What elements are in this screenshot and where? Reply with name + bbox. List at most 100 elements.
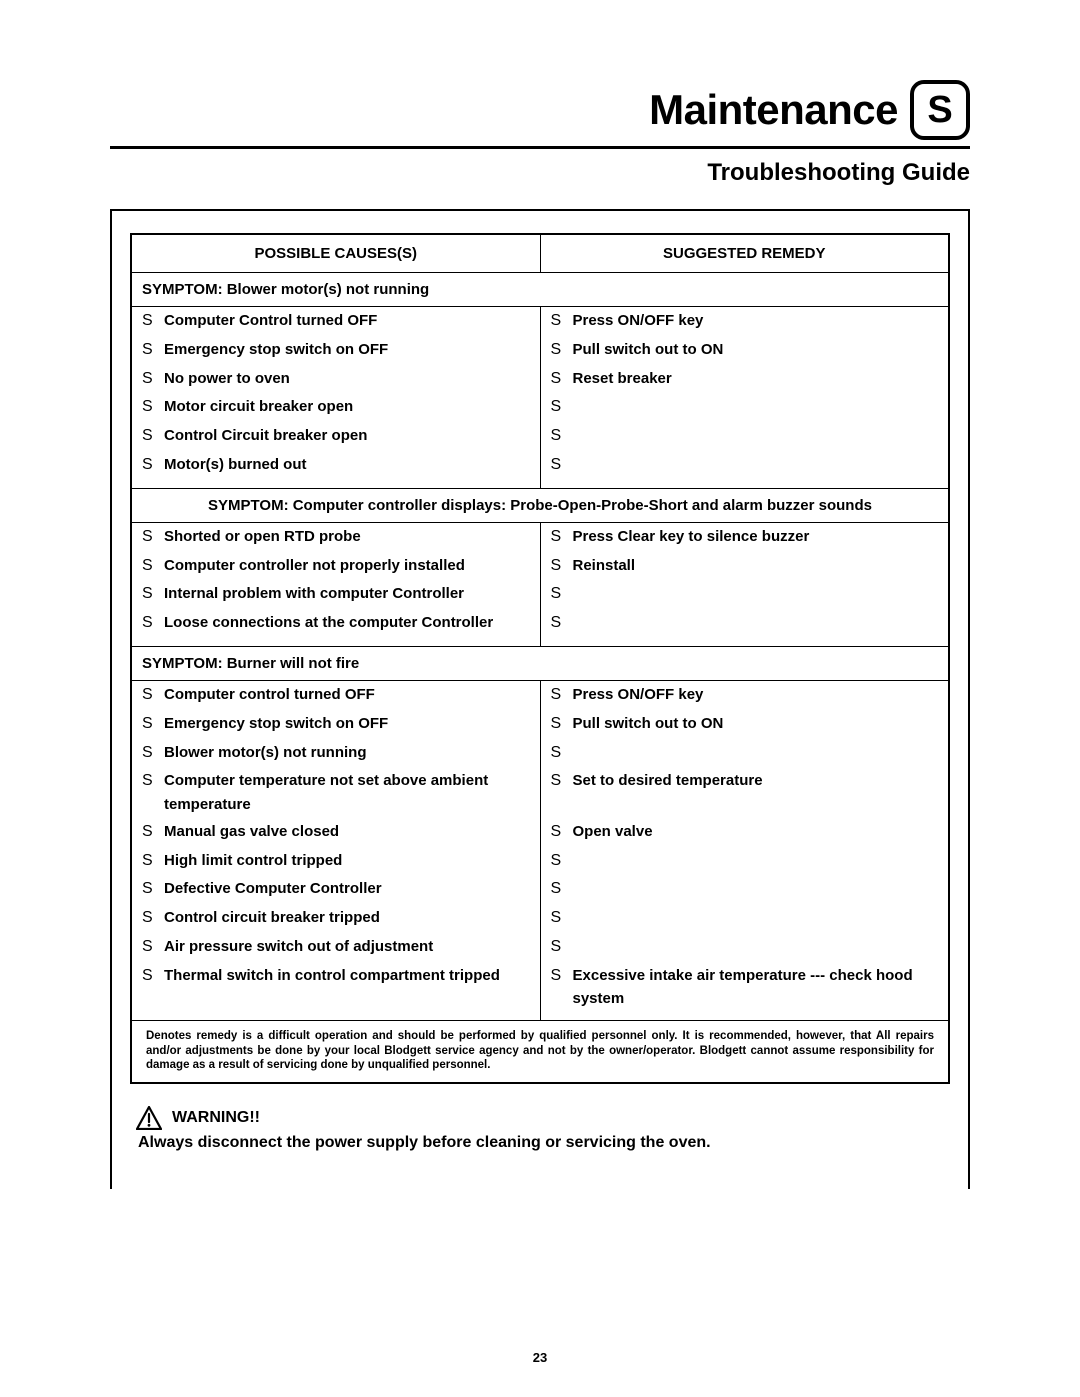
remedy-cell: S xyxy=(540,933,949,962)
symptom-row: SYMPTOM: Blower motor(s) not running xyxy=(131,273,949,307)
table-row: SControl circuit breaker trippedS xyxy=(131,904,949,933)
remedy-cell: SPress ON/OFF key xyxy=(540,307,949,336)
cause-cell: S High limit control tripped xyxy=(131,847,540,876)
content-frame: POSSIBLE CAUSES(S) SUGGESTED REMEDY SYMP… xyxy=(110,209,970,1189)
remedy-cell: SExcessive intake air temperature --- ch… xyxy=(540,962,949,1021)
warning-block: WARNING!! Always disconnect the power su… xyxy=(130,1106,950,1152)
table-row: S Defective Computer Controller S xyxy=(131,875,949,904)
header-row: Maintenance S xyxy=(110,80,970,140)
cause-cell: S Defective Computer Controller xyxy=(131,875,540,904)
remedy-cell: S xyxy=(540,609,949,646)
cause-cell: SManual gas valve closed xyxy=(131,818,540,847)
bullet-marker: S xyxy=(142,554,156,579)
bullet-text: Motor circuit breaker open xyxy=(164,395,530,420)
bullet-marker: S xyxy=(551,611,565,636)
page-number: 23 xyxy=(0,1350,1080,1365)
warning-heading-row: WARNING!! xyxy=(136,1106,950,1130)
cause-cell: SComputer control turned OFF xyxy=(131,680,540,709)
bullet-marker: S xyxy=(551,712,565,737)
bullet-marker: S xyxy=(142,741,156,766)
bullet-marker: S xyxy=(551,424,565,449)
bullet-marker: S xyxy=(551,525,565,550)
cause-cell: SEmergency stop switch on OFF xyxy=(131,710,540,739)
bullet-text: Reset breaker xyxy=(573,367,939,392)
table-row: SThermal switch in control compartment t… xyxy=(131,962,949,1021)
bullet-text: Pull switch out to ON xyxy=(573,712,939,737)
table-row: SEmergency stop switch on OFFS Pull switc… xyxy=(131,336,949,365)
warning-text: Always disconnect the power supply befor… xyxy=(138,1134,950,1152)
bullet-text: Motor(s) burned out xyxy=(164,453,530,478)
remedy-cell: S Open valve xyxy=(540,818,949,847)
bullet-marker: S xyxy=(551,877,565,902)
bullet-marker: S xyxy=(142,338,156,363)
warning-label: WARNING!! xyxy=(172,1109,260,1127)
bullet-marker: S xyxy=(551,395,565,420)
bullet-marker: S xyxy=(142,877,156,902)
cause-cell: SAir pressure switch out of adjustment xyxy=(131,933,540,962)
col-header-causes: POSSIBLE CAUSES(S) xyxy=(131,234,540,273)
bullet-marker: S xyxy=(551,820,565,845)
bullet-marker: S xyxy=(551,367,565,392)
table-row: SControl Circuit breaker open S xyxy=(131,422,949,451)
bullet-marker: S xyxy=(551,453,565,478)
remedy-cell: S xyxy=(540,904,949,933)
bullet-marker: S xyxy=(551,309,565,334)
cause-cell: SControl circuit breaker tripped xyxy=(131,904,540,933)
warning-icon xyxy=(136,1106,162,1130)
cause-cell: SShorted or open RTD probe xyxy=(131,522,540,551)
bullet-text: Reinstall xyxy=(573,554,939,579)
remedy-cell: SPress ON/OFF key xyxy=(540,680,949,709)
bullet-marker: S xyxy=(142,453,156,478)
table-row: S Computer Control turned OFF SPress ON/OF… xyxy=(131,307,949,336)
bullet-marker: S xyxy=(551,935,565,960)
bullet-marker: S xyxy=(142,582,156,607)
table-row: SManual gas valve closedSOpen valve xyxy=(131,818,949,847)
symptom-row: SYMPTOM: Computer controller displays: P… xyxy=(131,488,949,522)
bullet-text: Air pressure switch out of adjustment xyxy=(164,935,530,960)
bullet-text: Set to desired temperature xyxy=(573,769,939,794)
bullet-marker: S xyxy=(142,820,156,845)
remedy-cell: S Reset breaker xyxy=(540,365,949,394)
table-row: S Motor(s) burned out S xyxy=(131,451,949,488)
bullet-text: High limit control tripped xyxy=(164,849,530,874)
cause-cell: SThermal switch in control compartment t… xyxy=(131,962,540,1021)
table-row: S Motor circuit breaker open S xyxy=(131,393,949,422)
bullet-text: Emergency stop switch on OFF xyxy=(164,712,530,737)
bullet-marker: S xyxy=(142,309,156,334)
table-row: S Blower motor(s) not running S xyxy=(131,739,949,768)
cause-cell: S Blower motor(s) not running xyxy=(131,739,540,768)
bullet-text: Computer Control turned OFF xyxy=(164,309,530,334)
bullet-marker: S xyxy=(551,769,565,794)
remedy-cell: S xyxy=(540,422,949,451)
remedy-cell: SReinstall xyxy=(540,552,949,581)
bullet-text: No power to oven xyxy=(164,367,530,392)
bullet-text: Pull switch out to ON xyxy=(573,338,939,363)
table-row: SComputer control turned OFFSPress ON/OF… xyxy=(131,680,949,709)
logo-icon: S xyxy=(910,80,970,140)
cause-cell: SLoose connections at the computer Contr… xyxy=(131,609,540,646)
page-subtitle: Troubleshooting Guide xyxy=(110,159,970,187)
table-row: SInternal problem with computer Controll… xyxy=(131,580,949,609)
bullet-marker: S xyxy=(142,683,156,708)
bullet-text: Defective Computer Controller xyxy=(164,877,530,902)
bullet-text: Open valve xyxy=(573,820,939,845)
bullet-text: Control Circuit breaker open xyxy=(164,424,530,449)
bullet-text: Computer controller not properly install… xyxy=(164,554,530,579)
bullet-text: Blower motor(s) not running xyxy=(164,741,530,766)
bullet-marker: S xyxy=(551,741,565,766)
cause-cell: SEmergency stop switch on OFF xyxy=(131,336,540,365)
cause-cell: SControl Circuit breaker open xyxy=(131,422,540,451)
bullet-marker: S xyxy=(142,769,156,816)
logo-letter: S xyxy=(927,89,952,132)
table-row: S No power to oven S Reset breaker xyxy=(131,365,949,394)
page-title: Maintenance xyxy=(649,86,898,134)
cause-cell: SInternal problem with computer Controll… xyxy=(131,580,540,609)
remedy-cell: S xyxy=(540,451,949,488)
header-rule xyxy=(110,146,970,149)
bullet-marker: S xyxy=(142,849,156,874)
bullet-marker: S xyxy=(142,395,156,420)
bullet-marker: S xyxy=(142,367,156,392)
bullet-text: Loose connections at the computer Contro… xyxy=(164,611,530,636)
remedy-cell: S xyxy=(540,875,949,904)
table-row: SShorted or open RTD probeSPress Clear k… xyxy=(131,522,949,551)
